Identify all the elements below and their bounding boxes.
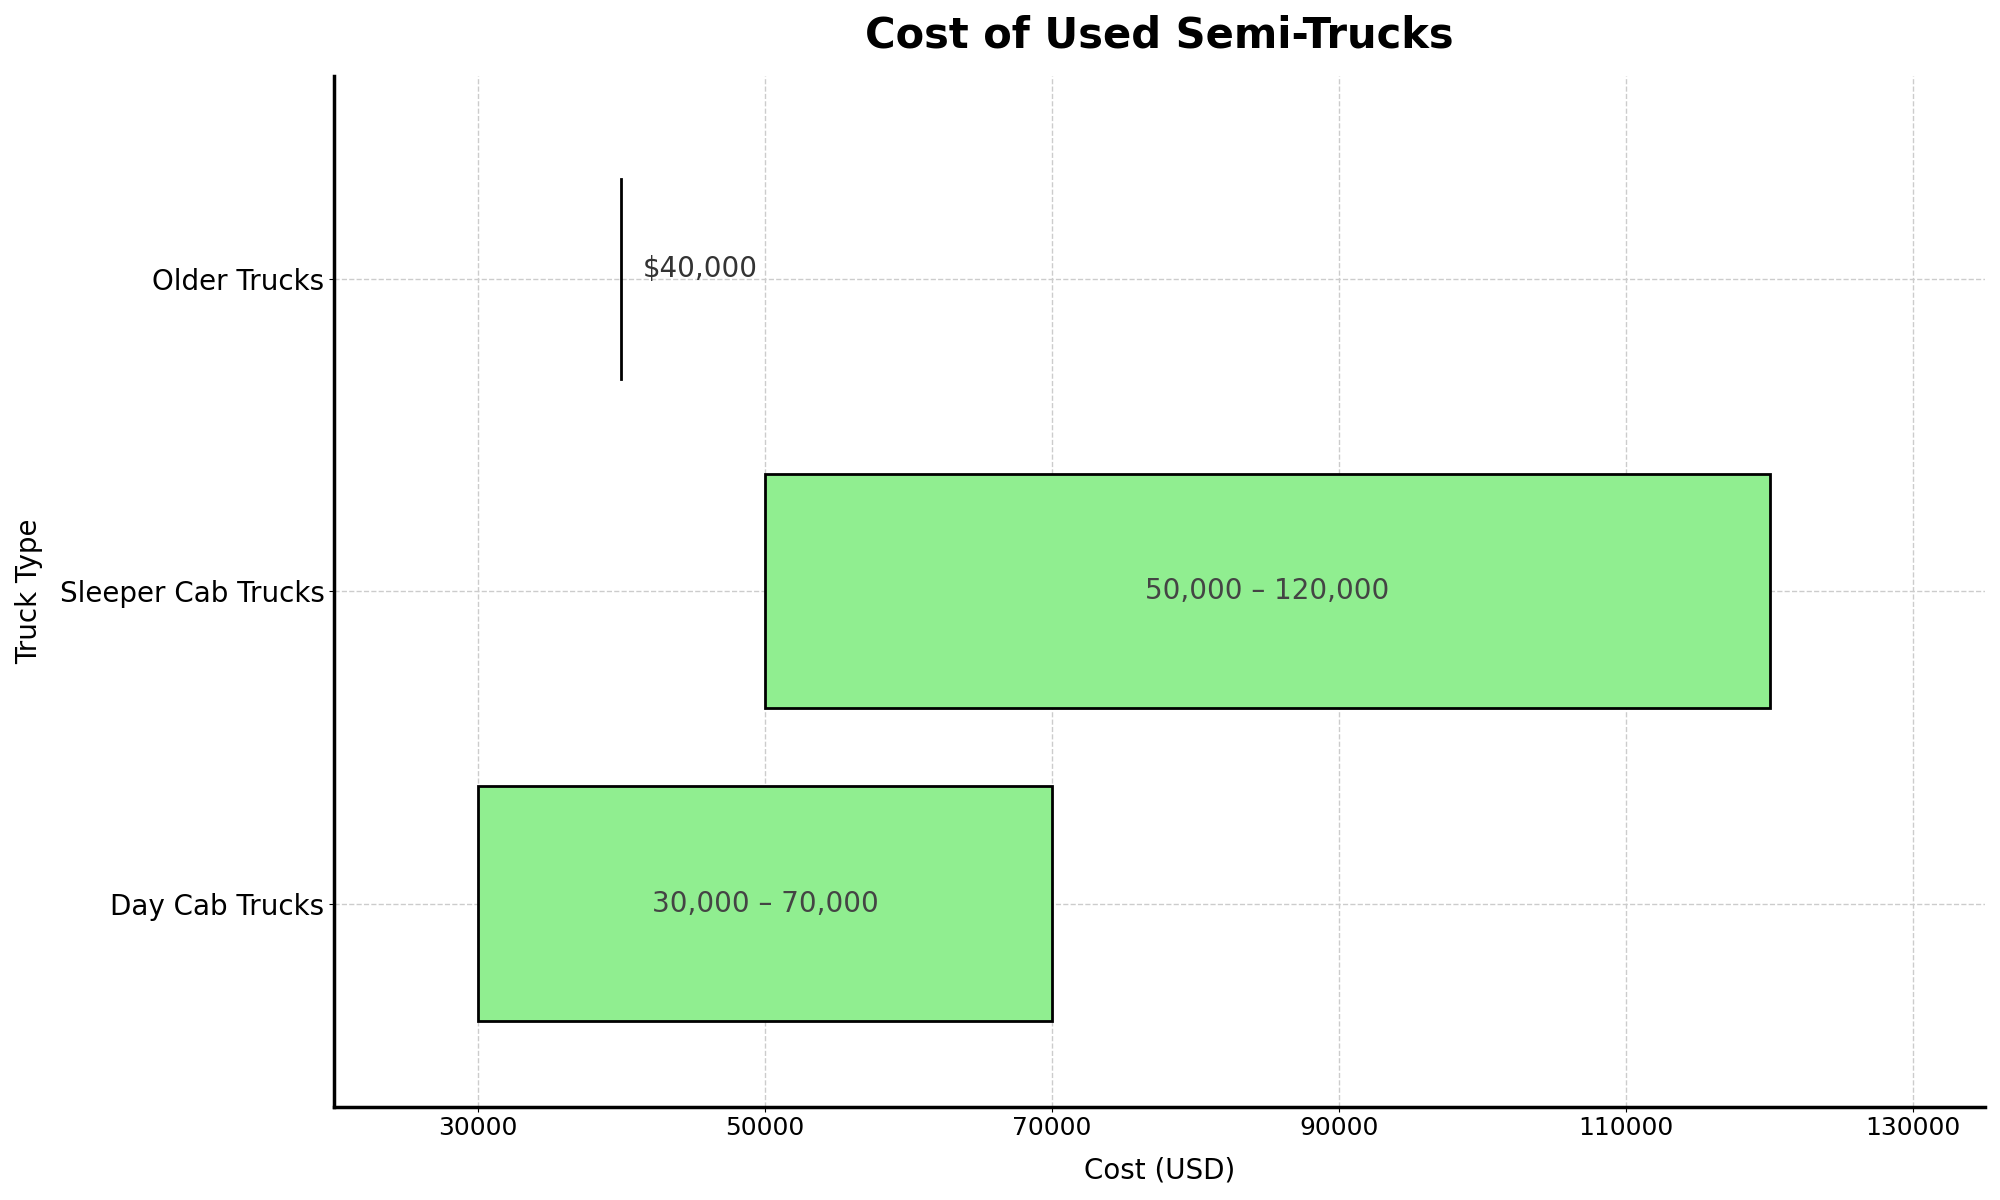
Bar	[764, 474, 1770, 708]
Text: $40,000: $40,000	[642, 256, 758, 283]
Y-axis label: Truck Type: Truck Type	[16, 518, 44, 664]
Title: Cost of Used Semi-Trucks: Cost of Used Semi-Trucks	[866, 14, 1454, 56]
X-axis label: Cost (USD): Cost (USD)	[1084, 1157, 1236, 1184]
Bar	[478, 786, 1052, 1021]
Text: 30,000 – 70,000: 30,000 – 70,000	[652, 889, 878, 918]
Text: 50,000 – 120,000: 50,000 – 120,000	[1146, 577, 1390, 605]
